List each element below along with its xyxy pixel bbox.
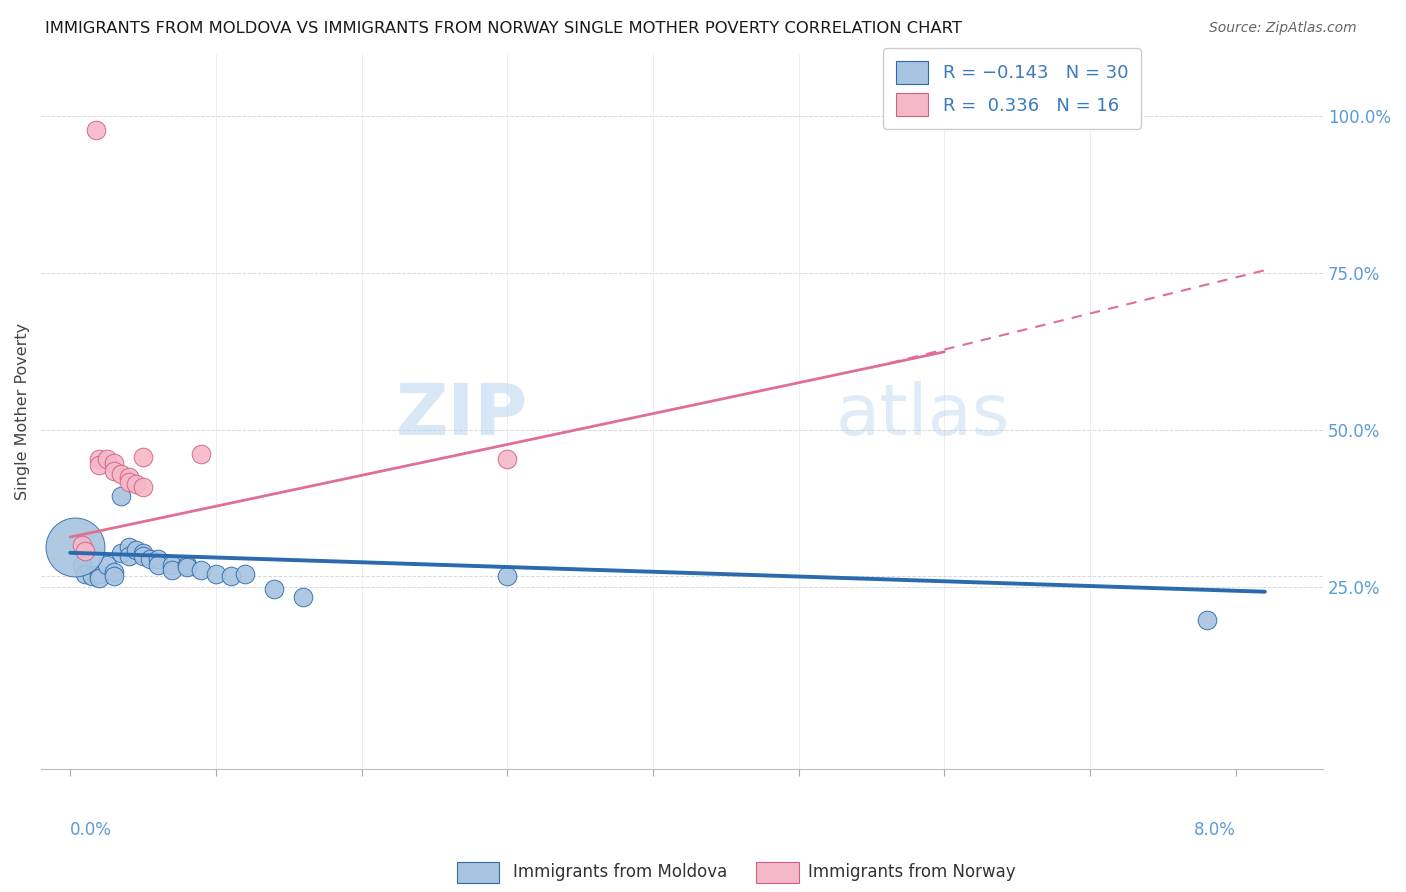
Point <box>160 558 183 573</box>
Point <box>103 569 125 583</box>
Point <box>125 476 148 491</box>
Text: ZIP: ZIP <box>396 381 529 450</box>
Point <box>190 447 212 461</box>
Point <box>176 560 198 574</box>
Point <box>205 566 228 581</box>
Point <box>146 552 169 566</box>
Text: atlas: atlas <box>837 381 1011 450</box>
Point <box>103 464 125 478</box>
Point <box>496 569 519 583</box>
Point <box>63 540 86 554</box>
Point <box>496 451 519 466</box>
Point <box>89 566 111 581</box>
Point <box>292 590 315 604</box>
Point <box>132 480 155 494</box>
Point <box>89 451 111 466</box>
Point <box>89 571 111 585</box>
Point <box>73 544 96 558</box>
Text: 0.0%: 0.0% <box>70 821 112 839</box>
Point <box>73 566 96 581</box>
Point <box>160 563 183 577</box>
Text: 8.0%: 8.0% <box>1194 821 1236 839</box>
Point <box>96 451 118 466</box>
Point <box>233 566 256 581</box>
Text: Immigrants from Moldova: Immigrants from Moldova <box>513 863 727 881</box>
Point <box>132 450 155 464</box>
Text: IMMIGRANTS FROM MOLDOVA VS IMMIGRANTS FROM NORWAY SINGLE MOTHER POVERTY CORRELAT: IMMIGRANTS FROM MOLDOVA VS IMMIGRANTS FR… <box>45 21 962 36</box>
Point <box>110 546 132 560</box>
Point <box>96 558 118 573</box>
Point <box>86 123 108 137</box>
Point <box>125 542 148 557</box>
Text: Source: ZipAtlas.com: Source: ZipAtlas.com <box>1209 21 1357 35</box>
Point <box>70 558 93 573</box>
Point <box>117 549 139 563</box>
Point <box>132 546 155 560</box>
Point <box>139 552 162 566</box>
Point <box>132 549 155 563</box>
Y-axis label: Single Mother Poverty: Single Mother Poverty <box>15 323 30 500</box>
Point <box>1195 613 1218 627</box>
Point <box>263 582 285 596</box>
Point <box>117 475 139 489</box>
Point <box>190 563 212 577</box>
Point <box>110 467 132 482</box>
Legend: R = −0.143   N = 30, R =  0.336   N = 16: R = −0.143 N = 30, R = 0.336 N = 16 <box>883 48 1142 129</box>
Point <box>89 458 111 472</box>
Point <box>117 540 139 554</box>
Point <box>146 558 169 573</box>
Point <box>103 456 125 470</box>
Point <box>103 565 125 579</box>
Point <box>110 489 132 503</box>
Text: Immigrants from Norway: Immigrants from Norway <box>808 863 1017 881</box>
Point <box>176 558 198 573</box>
Point <box>219 569 242 583</box>
Point <box>117 470 139 484</box>
Point <box>82 569 104 583</box>
Point <box>70 538 93 552</box>
